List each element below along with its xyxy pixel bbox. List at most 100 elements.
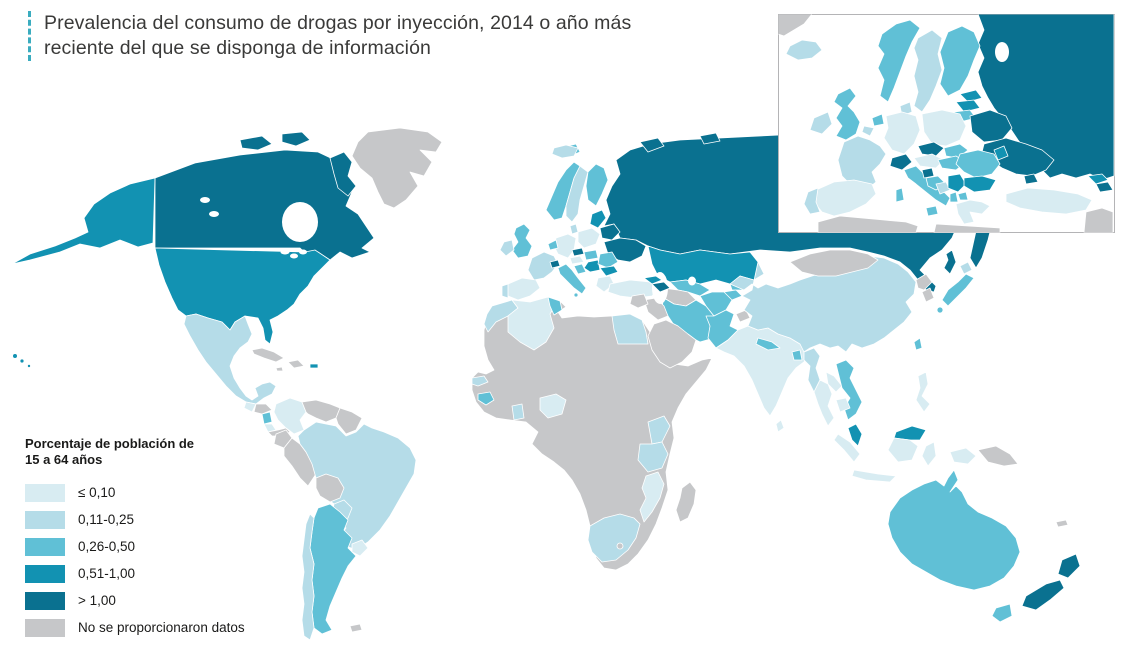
- region-south-korea: [921, 287, 935, 303]
- figure-title-line2: reciente del que se disponga de informac…: [44, 37, 431, 59]
- region-tunisia: [547, 296, 563, 316]
- region-malaysia-borneo: [893, 425, 927, 441]
- legend-title-line1: Porcentaje de población de: [25, 436, 195, 451]
- legend-item-label: 0,11-0,25: [78, 512, 135, 527]
- region-vietnam: [835, 359, 863, 421]
- legend-item: 0,11-0,25: [25, 506, 285, 533]
- region-inset-azerbaijan: [1095, 181, 1114, 193]
- region-inset-serbia: [947, 173, 967, 193]
- region-indonesia-sulawesi: [921, 441, 937, 467]
- region-ghana: [511, 403, 525, 421]
- region-indonesia-java: [851, 469, 897, 483]
- region-inset-belgium: [861, 125, 875, 137]
- region-japan-hokkaido: [959, 261, 973, 275]
- region-australia: [887, 469, 1021, 591]
- region-inset-middle-east: [1083, 207, 1114, 233]
- region-new-zealand-south: [1021, 579, 1065, 611]
- region-inset-georgia: [1087, 173, 1109, 185]
- legend-item-label: > 1,00: [78, 593, 116, 608]
- region-inset-netherlands: [871, 113, 885, 127]
- region-kashmir: [735, 309, 751, 323]
- region-mexico: [183, 313, 277, 405]
- region-romania-moldova: [597, 251, 619, 269]
- region-inset-bulgaria: [963, 175, 997, 193]
- region-chile: [301, 513, 315, 641]
- region-bulgaria: [599, 265, 619, 277]
- great-slave-lake: [209, 211, 219, 217]
- region-poland: [577, 227, 601, 249]
- legend-title-line2: 15 a 64 años: [25, 452, 103, 467]
- region-usa: [154, 247, 331, 345]
- region-bangladesh: [791, 349, 803, 361]
- europe-inset: [778, 14, 1115, 233]
- region-spain: [503, 277, 541, 301]
- lake-michigan: [290, 253, 298, 259]
- region-guatemala: [243, 401, 257, 413]
- region-senegal: [471, 375, 489, 387]
- region-azerbaijan: [651, 281, 671, 293]
- map-legend: Porcentaje de población de 15 a 64 años …: [25, 436, 285, 641]
- region-hawaii: [12, 353, 18, 359]
- region-inset-moldova: [993, 145, 1009, 161]
- region-greenland: [351, 127, 443, 209]
- region-inset-norway: [877, 19, 921, 103]
- region-levant: [629, 293, 649, 309]
- region-czechia: [571, 247, 585, 257]
- region-inset-ireland: [809, 111, 833, 135]
- figure-title: Prevalencia del consumo de drogas por in…: [28, 11, 631, 61]
- region-france: [527, 251, 559, 281]
- region-inset-latvia: [955, 99, 981, 113]
- legend-swatch: [25, 510, 65, 529]
- region-russia-arctic-island: [699, 132, 721, 145]
- region-inset-turkey: [1005, 187, 1093, 215]
- region-inset-sardinia: [895, 187, 905, 203]
- region-inset-north-africa: [817, 215, 919, 233]
- lake-ontario: [299, 249, 307, 255]
- region-new-zealand-north: [1057, 553, 1081, 579]
- region-inset-poland: [921, 109, 967, 147]
- legend-swatch: [25, 537, 65, 556]
- region-baltic-states: [589, 209, 607, 229]
- region-inset-finland: [939, 25, 981, 97]
- region-inset-portugal: [803, 187, 821, 215]
- legend-item-label: 0,26-0,50: [78, 539, 136, 554]
- region-belarus: [599, 223, 621, 241]
- region-lesotho: [616, 542, 624, 550]
- region-canada-arctic-island: [281, 131, 311, 147]
- region-egypt: [611, 313, 649, 345]
- legend-item: ≤ 0,10: [25, 479, 285, 506]
- region-new-caledonia: [1055, 519, 1069, 528]
- region-guyanas: [335, 407, 363, 435]
- region-hungary-slovakia: [583, 249, 599, 261]
- region-inset-switzerland: [889, 153, 913, 171]
- region-inset-romania: [955, 149, 1001, 179]
- region-austria: [569, 255, 585, 265]
- region-ireland: [499, 239, 515, 257]
- figure-title-line1: Prevalencia del consumo de drogas por in…: [44, 12, 632, 34]
- region-madagascar: [675, 481, 697, 523]
- region-bolivia: [315, 473, 345, 503]
- region-inset-france: [837, 135, 887, 191]
- great-bear-lake: [200, 197, 210, 203]
- region-italy: [557, 263, 587, 295]
- region-cuba: [251, 347, 285, 363]
- region-cambodia: [835, 397, 851, 413]
- region-inset-uk: [833, 87, 861, 141]
- legend-swatch: [25, 591, 65, 610]
- legend-item-label: 0,51-1,00: [78, 566, 136, 581]
- region-indonesia-kalimantan: [887, 437, 919, 463]
- region-falklands: [349, 623, 363, 633]
- region-inset-macedonia: [957, 191, 969, 201]
- region-inset-spain: [813, 179, 877, 217]
- white-sea: [995, 42, 1009, 62]
- region-russia-arctic-island: [639, 137, 665, 153]
- region-denmark: [569, 223, 579, 235]
- region-laos: [825, 371, 843, 393]
- region-tanzania: [637, 441, 669, 473]
- region-georgia: [643, 275, 663, 285]
- region-canada-arctic-island: [239, 135, 273, 151]
- legend-item-label: No se proporcionaron datos: [78, 620, 245, 635]
- region-japan-kyushu: [936, 306, 944, 314]
- region-inset-greece: [955, 199, 991, 225]
